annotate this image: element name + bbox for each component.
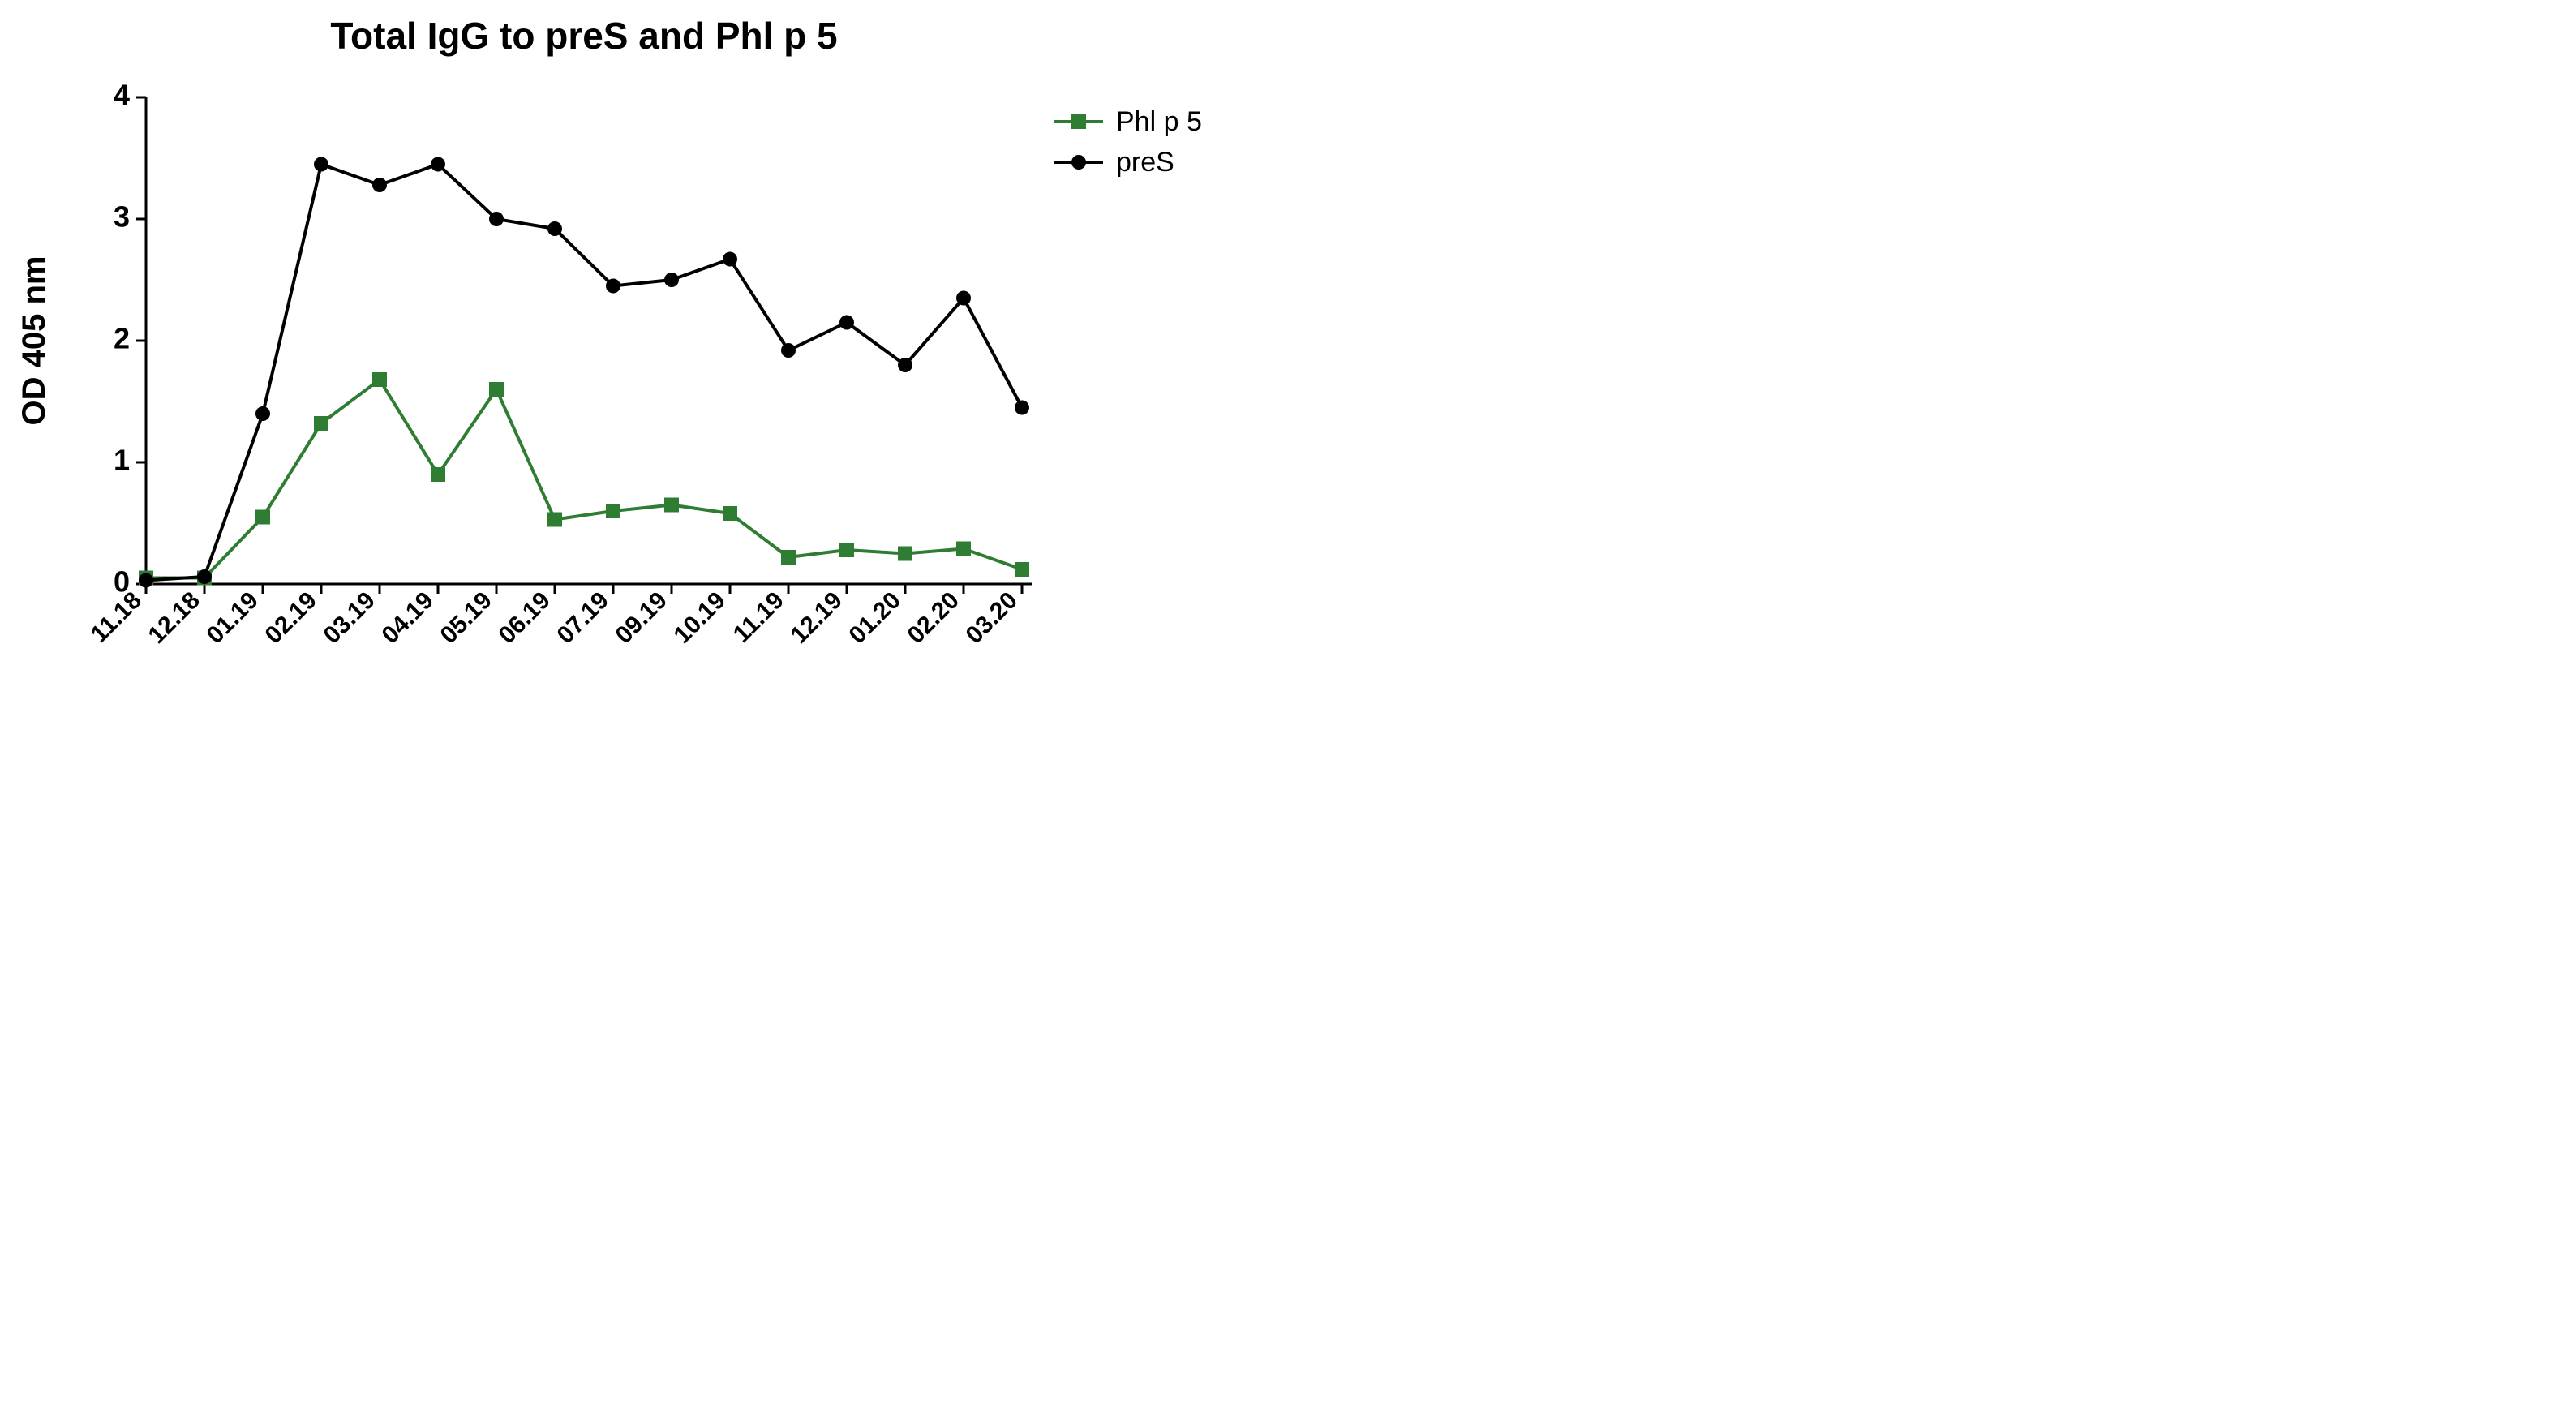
series-marker-1	[314, 157, 328, 172]
series-marker-1	[723, 252, 737, 267]
y-tick-label: 4	[114, 79, 130, 112]
series-marker-0	[489, 382, 504, 397]
series-marker-0	[431, 467, 445, 482]
series-marker-1	[898, 358, 912, 372]
series-marker-1	[839, 316, 854, 330]
series-marker-1	[606, 279, 620, 294]
series-marker-0	[956, 542, 971, 556]
series-marker-1	[372, 178, 387, 192]
legend-label-0: Phl p 5	[1116, 106, 1202, 137]
series-marker-0	[839, 543, 854, 557]
series-marker-1	[489, 212, 504, 226]
legend-label-1: preS	[1116, 147, 1174, 178]
line-chart: Total IgG to preS and Phl p 5OD 405 nm01…	[0, 0, 1288, 710]
series-marker-0	[372, 372, 387, 387]
series-marker-1	[956, 291, 971, 306]
series-marker-0	[1015, 562, 1029, 577]
y-tick-label: 2	[114, 322, 130, 355]
series-marker-1	[547, 221, 562, 236]
series-marker-0	[606, 504, 620, 518]
series-marker-1	[255, 406, 270, 421]
chart-title: Total IgG to preS and Phl p 5	[330, 15, 837, 57]
series-marker-0	[781, 550, 796, 565]
series-marker-0	[255, 510, 270, 525]
series-marker-0	[547, 513, 562, 527]
series-marker-1	[431, 157, 445, 172]
series-marker-1	[197, 569, 212, 584]
series-marker-0	[723, 506, 737, 521]
chart-container: Total IgG to preS and Phl p 5OD 405 nm01…	[0, 0, 1288, 710]
y-axis-label: OD 405 nm	[16, 256, 52, 426]
y-tick-label: 1	[114, 444, 130, 477]
series-marker-0	[664, 498, 679, 513]
series-marker-1	[1015, 401, 1029, 415]
legend-swatch-marker-0	[1071, 114, 1086, 129]
series-marker-0	[314, 416, 328, 431]
y-tick-label: 3	[114, 200, 130, 234]
legend-swatch-marker-1	[1071, 155, 1086, 170]
series-marker-1	[664, 273, 679, 287]
series-marker-1	[781, 343, 796, 358]
series-marker-1	[139, 573, 153, 588]
series-marker-0	[898, 547, 912, 561]
